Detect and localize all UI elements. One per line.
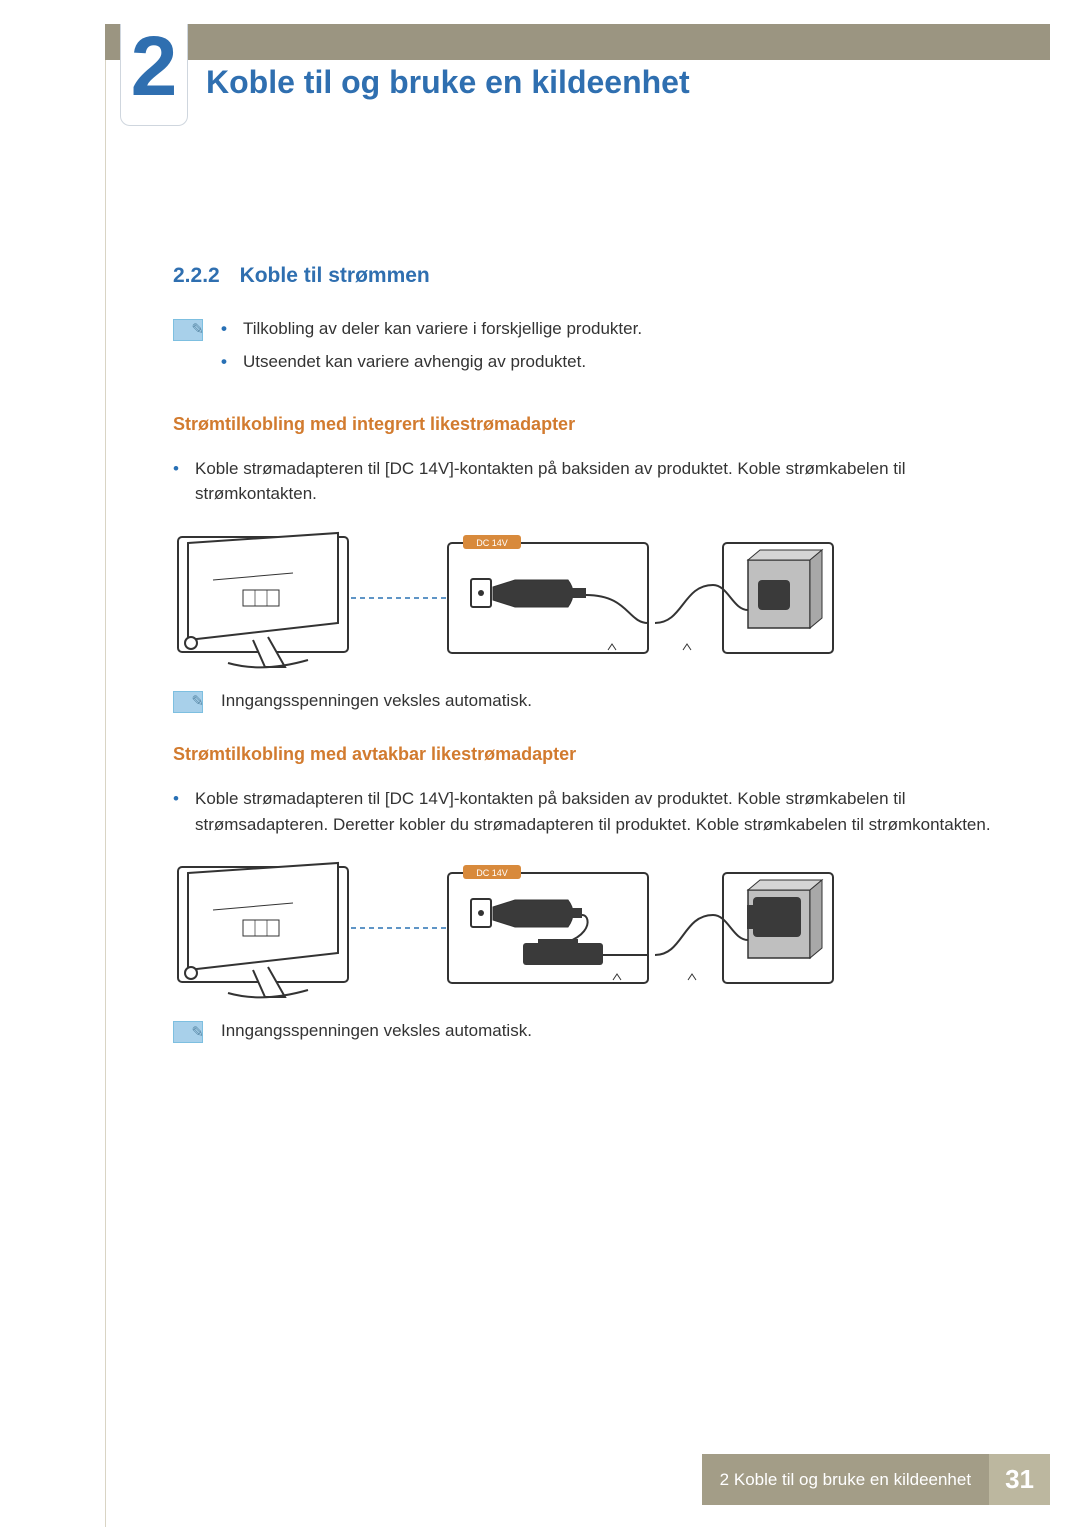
subsection-heading: Strømtilkobling med avtakbar likestrømad…: [173, 741, 1020, 768]
sub2-note: Inngangsspenningen veksles automatisk.: [173, 1018, 1020, 1044]
list-item: Koble strømadapteren til [DC 14V]-kontak…: [173, 456, 1020, 507]
port-label: DC 14V: [476, 868, 508, 878]
section-heading: 2.2.2 Koble til strømmen: [173, 260, 1020, 292]
intro-note-list: Tilkobling av deler kan variere i forskj…: [221, 316, 642, 383]
page-footer: 2 Koble til og bruke en kildeenhet 31: [702, 1454, 1050, 1505]
intro-note: Tilkobling av deler kan variere i forskj…: [173, 316, 1020, 383]
note-text: Inngangsspenningen veksles automatisk.: [221, 1018, 532, 1044]
diagram-detachable-adapter: DC 14V: [173, 855, 838, 1000]
port-label: DC 14V: [476, 538, 508, 548]
page-content: 2.2.2 Koble til strømmen Tilkobling av d…: [173, 260, 1020, 1064]
sub1-bullets: Koble strømadapteren til [DC 14V]-kontak…: [173, 456, 1020, 507]
list-item: Tilkobling av deler kan variere i forskj…: [221, 316, 642, 342]
header-bar: [105, 24, 1050, 60]
note-icon: [173, 1021, 203, 1043]
note-text: Inngangsspenningen veksles automatisk.: [221, 688, 532, 714]
subsection-heading: Strømtilkobling med integrert likestrøma…: [173, 411, 1020, 438]
diagram-integrated-adapter: DC 14V: [173, 525, 838, 670]
footer-chapter-label: 2 Koble til og bruke en kildeenhet: [702, 1454, 989, 1505]
chapter-title: Koble til og bruke en kildeenhet: [206, 58, 690, 106]
section-number: 2.2.2: [173, 264, 220, 287]
footer-page-number: 31: [989, 1454, 1050, 1505]
list-item: Utseendet kan variere avhengig av produk…: [221, 349, 642, 375]
sub2-bullets: Koble strømadapteren til [DC 14V]-kontak…: [173, 786, 1020, 837]
section-title: Koble til strømmen: [240, 264, 430, 287]
left-margin-rule: [105, 60, 106, 1527]
note-icon: [173, 691, 203, 713]
list-item: Koble strømadapteren til [DC 14V]-kontak…: [173, 786, 1020, 837]
note-icon: [173, 319, 203, 341]
chapter-badge: 2: [120, 24, 188, 126]
chapter-number: 2: [121, 22, 187, 110]
sub1-note: Inngangsspenningen veksles automatisk.: [173, 688, 1020, 714]
